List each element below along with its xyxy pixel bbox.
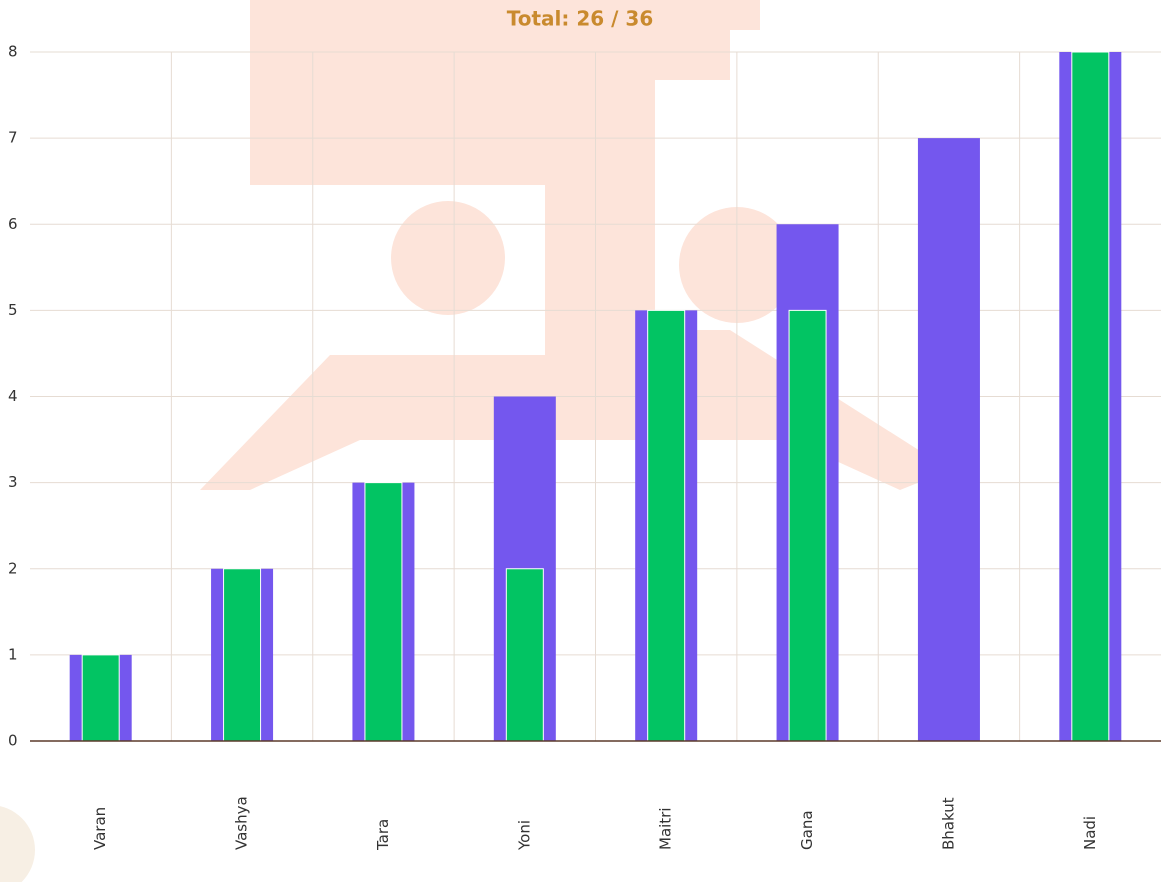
bar: [648, 310, 685, 741]
bar: [918, 138, 980, 741]
y-tick-label: 5: [8, 301, 18, 319]
bar: [224, 569, 261, 741]
bar: [82, 655, 119, 741]
x-tick-label: Bhakut: [939, 797, 957, 850]
bar: [789, 310, 826, 741]
y-tick-label: 0: [8, 732, 18, 750]
y-tick-label: 6: [8, 215, 18, 233]
bar: [365, 483, 402, 741]
bar: [1072, 52, 1109, 741]
x-tick-label: Varan: [91, 807, 109, 850]
x-tick-label: Yoni: [515, 820, 533, 851]
y-tick-label: 7: [8, 129, 18, 147]
x-tick-label: Gana: [798, 810, 816, 850]
y-tick-label: 8: [8, 43, 18, 61]
x-tick-label: Nadi: [1081, 816, 1099, 850]
y-tick-label: 4: [8, 387, 18, 405]
chart: Total: 26 / 36 0 1 2 3 4 5 6 7 8 Varan Vashya Tara Y…: [0, 0, 1161, 882]
y-tick-label: 2: [8, 559, 18, 577]
y-tick-label: 1: [8, 645, 18, 663]
x-tick-label: Tara: [374, 819, 392, 851]
logo-watermark: [0, 805, 35, 882]
bar: [506, 569, 543, 741]
x-tick-label: Vashya: [233, 796, 251, 850]
chart-title: Total: 26 / 36: [507, 7, 654, 31]
x-tick-label: Maitri: [657, 807, 675, 850]
y-tick-label: 3: [8, 473, 18, 491]
